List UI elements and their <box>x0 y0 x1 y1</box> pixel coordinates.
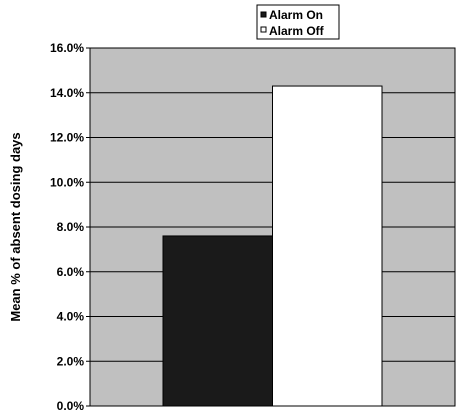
bar-alarm-off <box>272 85 383 407</box>
y-tick-label: 16.0% <box>50 41 84 55</box>
bar-alarm-on <box>162 235 273 407</box>
legend-label-alarm-on: Alarm On <box>269 8 323 22</box>
y-tick-label: 4.0% <box>57 310 85 324</box>
y-tick-label: 6.0% <box>57 265 85 279</box>
bars <box>162 85 383 407</box>
y-tick-label: 12.0% <box>50 131 84 145</box>
legend: Alarm On Alarm Off <box>256 4 340 40</box>
y-tick-label: 2.0% <box>57 354 85 368</box>
y-tick-label: 14.0% <box>50 86 84 100</box>
y-axis-label: Mean % of absent dosing days <box>8 132 23 321</box>
y-tick-label: 8.0% <box>57 220 85 234</box>
legend-swatch-alarm-on <box>260 11 267 18</box>
legend-label-alarm-off: Alarm Off <box>269 24 325 38</box>
legend-swatch-alarm-off <box>260 26 267 33</box>
y-tick-label: 10.0% <box>50 175 84 189</box>
y-axis: 0.0% 2.0% 4.0% 6.0% 8.0% 10.0% 12.0% 14.0% 16.0% <box>50 41 91 413</box>
y-tick-label: 0.0% <box>57 399 85 410</box>
legend-box <box>256 4 340 40</box>
